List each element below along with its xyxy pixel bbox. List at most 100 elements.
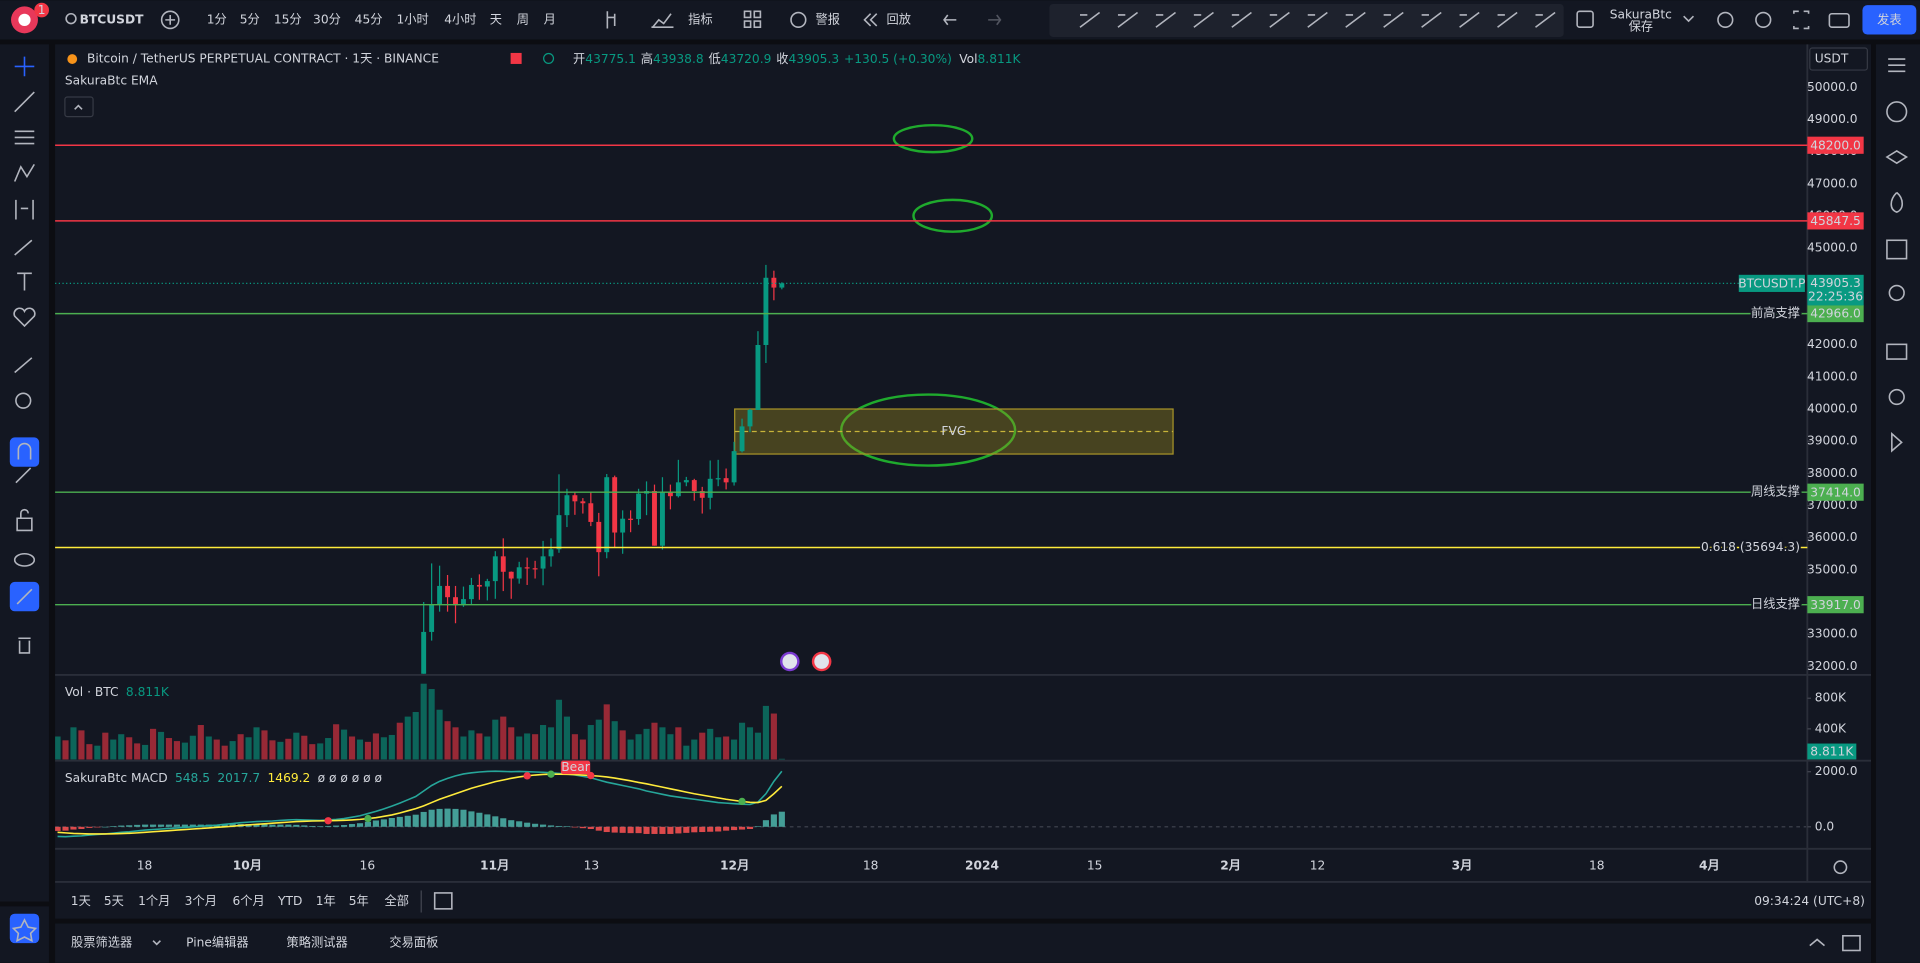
- alert-button[interactable]: 警报: [816, 11, 840, 26]
- snapshot[interactable]: [1828, 12, 1850, 29]
- volume-bar: [555, 699, 563, 760]
- interval[interactable]: 周: [517, 12, 529, 26]
- fullscreen[interactable]: [1793, 10, 1810, 30]
- user-name[interactable]: SakuraBtc: [1610, 7, 1672, 21]
- range-button[interactable]: 3个月: [185, 894, 217, 908]
- settings[interactable]: [1755, 11, 1772, 29]
- goto-date[interactable]: [433, 892, 453, 910]
- collapse-legend[interactable]: [64, 96, 94, 118]
- search-icon[interactable]: [65, 12, 77, 25]
- macd-signal-last: 1469.2: [268, 770, 311, 784]
- macd-hist-bar: [94, 826, 101, 828]
- drawing-tool[interactable]: [1117, 11, 1139, 28]
- price-tick-label: 40000.0: [1807, 402, 1858, 416]
- range-button[interactable]: 1天: [71, 894, 91, 908]
- magnet-tool[interactable]: [9, 437, 40, 467]
- redo[interactable]: [988, 14, 1002, 26]
- drawing-tool[interactable]: [1345, 11, 1366, 28]
- macd-hist-bar: [508, 820, 515, 827]
- volume-bar: [62, 740, 69, 760]
- macd-hist-bar: [126, 825, 133, 827]
- drawing-tool[interactable]: [1079, 11, 1101, 28]
- drawing-tool[interactable]: [1155, 11, 1176, 28]
- macd-hist-bar: [348, 824, 356, 827]
- candle-body: [516, 567, 522, 579]
- symbol[interactable]: BTCUSDT: [80, 12, 145, 26]
- volume-bar: [388, 734, 395, 760]
- user-save[interactable]: 保存: [1629, 20, 1653, 34]
- bottom-tab[interactable]: 交易面板: [389, 935, 438, 950]
- macd-hist-bar: [325, 825, 332, 827]
- range-button[interactable]: YTD: [277, 894, 302, 908]
- drawing-tool[interactable]: [1307, 11, 1328, 28]
- currency-select[interactable]: [1809, 47, 1868, 71]
- event-flags: [780, 651, 832, 672]
- drawing-tool[interactable]: [1421, 11, 1442, 28]
- volume-bar: [404, 716, 411, 760]
- add-symbol[interactable]: [160, 10, 180, 30]
- publish-button[interactable]: [1862, 5, 1917, 35]
- ohlc-label: 开: [573, 52, 585, 66]
- volume-value: 8.811K: [126, 685, 170, 699]
- bar-style-icon[interactable]: [606, 11, 616, 29]
- favorites[interactable]: [9, 913, 40, 944]
- interval[interactable]: 5分: [240, 12, 260, 26]
- range-button[interactable]: 5年: [349, 894, 369, 908]
- candle-body: [707, 478, 713, 498]
- range-button[interactable]: 5天: [104, 894, 124, 908]
- bottom-tab[interactable]: 策略测试器: [287, 935, 348, 950]
- macd-tick-label: 2000.0: [1815, 764, 1858, 778]
- volume-bar: [364, 741, 372, 760]
- volume-bar: [778, 758, 785, 760]
- quick-search[interactable]: [1717, 11, 1734, 29]
- replay-button[interactable]: 回放: [887, 11, 911, 26]
- drawing-tool[interactable]: [1269, 11, 1290, 28]
- interval[interactable]: 1分: [207, 12, 227, 26]
- collapse-panel[interactable]: [1809, 938, 1825, 947]
- bottom-tab[interactable]: Pine编辑器: [186, 935, 249, 950]
- candle-body: [779, 283, 785, 288]
- macd-hist-bar: [571, 826, 578, 828]
- candle-body: [484, 581, 490, 587]
- volume-bar: [309, 744, 316, 760]
- drawing-tool[interactable]: [1383, 11, 1404, 28]
- volume-bar: [595, 719, 602, 760]
- axis-settings[interactable]: [1833, 860, 1848, 875]
- user-caret[interactable]: [1683, 15, 1695, 23]
- replay-icon: [863, 13, 878, 27]
- range-button[interactable]: 1年: [316, 894, 336, 908]
- layout-icon[interactable]: [743, 10, 752, 19]
- macd-hist-bar: [524, 822, 531, 827]
- interval[interactable]: 天: [490, 12, 502, 26]
- interval[interactable]: 月: [544, 12, 556, 26]
- interval[interactable]: 45分: [355, 12, 383, 26]
- range-button[interactable]: 全部: [384, 893, 408, 908]
- candle-body: [453, 597, 458, 606]
- macd-legend: SakuraBtc MACD 548.5 2017.7 1469.2 ø ø ø ø ø…: [65, 770, 383, 784]
- bottom-tab[interactable]: 股票筛选器: [71, 935, 132, 950]
- candle-body: [564, 495, 570, 516]
- macd-hist-bar: [707, 826, 714, 832]
- macd-pane: [55, 770, 1807, 838]
- range-button[interactable]: 6个月: [232, 894, 264, 908]
- drawing-tool[interactable]: [1535, 11, 1556, 28]
- interval[interactable]: 1小时: [397, 12, 429, 26]
- volume-bar: [110, 739, 117, 760]
- indicators-button[interactable]: 指标: [688, 11, 712, 26]
- interval[interactable]: 30分: [313, 12, 341, 26]
- drawing-tool[interactable]: [1231, 11, 1252, 28]
- link-icon: [16, 588, 33, 605]
- volume-bar: [675, 727, 682, 760]
- volume-bar: [444, 721, 451, 760]
- interval[interactable]: 4小时: [444, 12, 476, 26]
- undo[interactable]: [943, 14, 957, 26]
- level-axis-box: [1807, 483, 1864, 501]
- time-tick-label: 2月: [1220, 858, 1241, 872]
- drawing-tool[interactable]: [1193, 11, 1214, 28]
- drawing-tool[interactable]: [1497, 11, 1518, 28]
- interval[interactable]: 15分: [274, 12, 302, 26]
- drawing-tool[interactable]: [1459, 11, 1480, 28]
- macd-hist-bar: [261, 824, 268, 827]
- range-button[interactable]: 1个月: [138, 894, 170, 908]
- maximize-panel[interactable]: [1842, 934, 1861, 952]
